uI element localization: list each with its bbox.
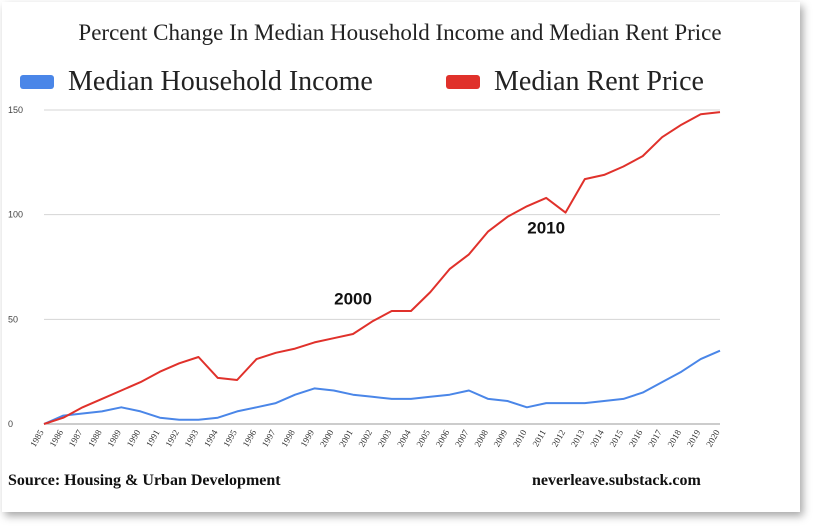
x-tick-label: 1995 bbox=[221, 428, 239, 449]
legend-label-income: Median Household Income bbox=[68, 66, 373, 97]
x-tick-label: 2004 bbox=[395, 428, 413, 449]
chart-legend: Median Household Income Median Rent Pric… bbox=[0, 64, 800, 104]
x-tick-label: 2009 bbox=[492, 428, 510, 449]
x-tick-label: 2011 bbox=[530, 428, 547, 448]
x-tick-label: 2018 bbox=[665, 428, 683, 449]
x-tick-label: 2017 bbox=[646, 428, 664, 449]
y-tick-label: 50 bbox=[8, 314, 18, 324]
x-tick-label: 1989 bbox=[105, 428, 123, 449]
y-tick-label: 0 bbox=[8, 419, 13, 429]
y-tick-label: 100 bbox=[8, 210, 23, 220]
source-note: Source: Housing & Urban Development bbox=[8, 472, 281, 489]
y-tick-label: 150 bbox=[8, 105, 23, 115]
site-credit: neverleave.substack.com bbox=[532, 472, 701, 489]
x-tick-label: 2001 bbox=[337, 428, 355, 449]
x-tick-label: 1985 bbox=[28, 428, 46, 449]
legend-swatch-rent bbox=[446, 75, 480, 89]
x-tick-label: 2005 bbox=[414, 428, 432, 449]
x-tick-label: 2013 bbox=[569, 428, 587, 449]
x-tick-label: 1990 bbox=[125, 428, 143, 449]
x-tick-label: 1997 bbox=[260, 428, 278, 449]
x-tick-label: 2019 bbox=[685, 428, 703, 449]
x-tick-label: 1986 bbox=[47, 428, 65, 449]
legend-label-rent: Median Rent Price bbox=[494, 66, 704, 97]
legend-swatch-income bbox=[20, 75, 54, 89]
x-tick-label: 2002 bbox=[356, 428, 374, 449]
legend-item-income: Median Household Income bbox=[20, 66, 373, 98]
x-tick-label: 1994 bbox=[202, 428, 220, 449]
series-line-income bbox=[43, 349, 721, 425]
x-tick-label: 2003 bbox=[376, 428, 394, 449]
annotation-2000: 2000 bbox=[334, 290, 372, 309]
series-line-rent bbox=[43, 111, 721, 425]
x-tick-label: 1988 bbox=[86, 428, 104, 449]
annotation-2010: 2010 bbox=[527, 219, 565, 238]
x-tick-label: 1999 bbox=[298, 428, 316, 449]
chart-frame bbox=[2, 2, 800, 512]
x-tick-label: 2015 bbox=[608, 428, 626, 449]
legend-item-rent: Median Rent Price bbox=[446, 66, 704, 98]
chart-title: Percent Change In Median Household Incom… bbox=[78, 20, 722, 45]
x-tick-label: 1987 bbox=[67, 428, 85, 449]
x-tick-label: 2010 bbox=[511, 428, 529, 449]
x-tick-label: 1998 bbox=[279, 428, 297, 449]
x-tick-label: 1996 bbox=[241, 428, 259, 449]
x-tick-label: 1992 bbox=[163, 428, 181, 449]
x-tick-label: 2007 bbox=[453, 428, 471, 449]
x-tick-label: 1991 bbox=[144, 428, 162, 449]
x-tick-label: 2014 bbox=[588, 428, 606, 449]
x-tick-label: 1993 bbox=[183, 428, 201, 449]
x-tick-label: 2012 bbox=[550, 428, 568, 449]
x-tick-label: 2020 bbox=[704, 428, 722, 449]
x-tick-label: 2006 bbox=[434, 428, 452, 449]
x-tick-label: 2016 bbox=[627, 428, 645, 449]
x-tick-label: 2000 bbox=[318, 428, 336, 449]
x-tick-label: 2008 bbox=[472, 428, 490, 449]
